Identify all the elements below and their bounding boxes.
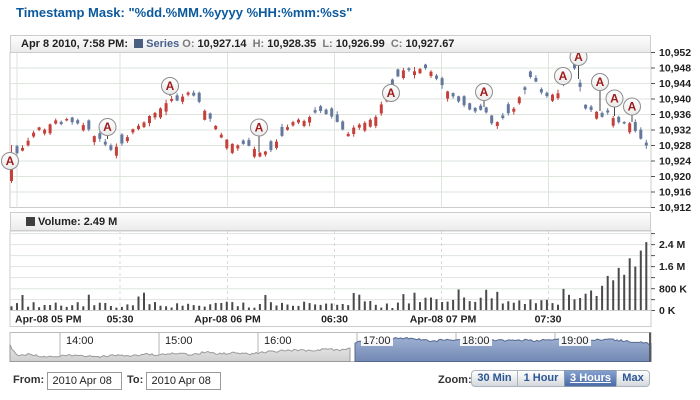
svg-text:A: A	[103, 120, 112, 134]
svg-text:A: A	[387, 86, 396, 100]
svg-text:10,944: 10,944	[659, 78, 691, 90]
svg-text:10,932: 10,932	[659, 125, 691, 137]
svg-text:Apr-08 06 PM: Apr-08 06 PM	[194, 314, 261, 326]
svg-text:A: A	[610, 92, 619, 106]
svg-text:A: A	[6, 154, 15, 168]
svg-text:16:00: 16:00	[264, 335, 292, 347]
svg-text:10,948: 10,948	[659, 63, 691, 75]
svg-text:10,936: 10,936	[659, 109, 691, 121]
svg-text:1.6 M: 1.6 M	[659, 261, 686, 273]
svg-text:A: A	[596, 75, 605, 89]
svg-text:05:30: 05:30	[107, 314, 134, 326]
svg-text:14:00: 14:00	[66, 335, 94, 347]
svg-text:10,916: 10,916	[659, 187, 691, 199]
svg-text:0 K: 0 K	[659, 305, 676, 317]
svg-text:Apr-08 05 PM: Apr-08 05 PM	[15, 314, 82, 326]
svg-text:10,924: 10,924	[659, 156, 691, 168]
svg-text:A: A	[255, 121, 264, 135]
svg-text:10,912: 10,912	[659, 202, 691, 214]
svg-text:15:00: 15:00	[165, 335, 193, 347]
svg-text:10,940: 10,940	[659, 94, 691, 106]
svg-text:19:00: 19:00	[561, 335, 589, 347]
svg-text:800 K: 800 K	[659, 283, 687, 295]
svg-text:A: A	[166, 79, 175, 93]
svg-text:17:00: 17:00	[363, 335, 391, 347]
svg-text:A: A	[480, 85, 489, 99]
svg-text:A: A	[559, 69, 568, 83]
svg-text:10,952: 10,952	[659, 47, 691, 59]
svg-text:A: A	[574, 50, 583, 64]
svg-text:Apr-08 07 PM: Apr-08 07 PM	[410, 314, 477, 326]
svg-text:10,920: 10,920	[659, 171, 691, 183]
svg-text:A: A	[628, 100, 637, 114]
svg-text:07:30: 07:30	[535, 314, 562, 326]
svg-text:2.4 M: 2.4 M	[659, 239, 686, 251]
svg-text:18:00: 18:00	[462, 335, 490, 347]
svg-text:10,928: 10,928	[659, 140, 691, 152]
svg-text:06:30: 06:30	[321, 314, 348, 326]
